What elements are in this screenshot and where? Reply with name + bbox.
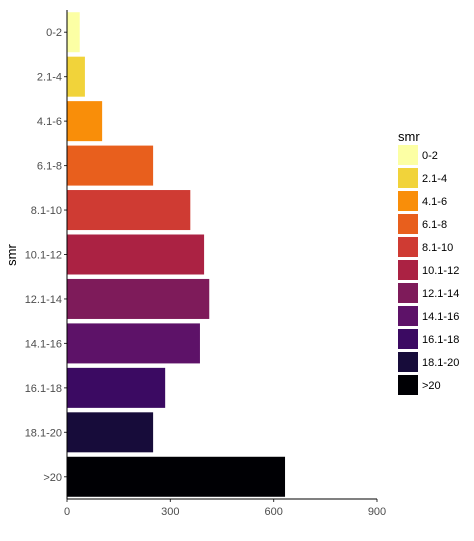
bar-2: [67, 56, 85, 97]
legend: 0-2 2.1-4 4.1-6 6.1-8 8.1-10 10.1-12 12.1-14 14…: [398, 145, 459, 395]
legend-label: 4.1-6: [422, 196, 447, 208]
y-tick-label: >20: [43, 472, 62, 484]
y-tick-label: 0-2: [46, 27, 62, 39]
y-tick-label: 18.1-20: [25, 427, 62, 439]
y-tick-label: 4.1-6: [37, 116, 62, 128]
bar-3: [67, 101, 103, 142]
y-tick-label: 8.1-10: [31, 205, 62, 217]
y-tick-label: 2.1-4: [37, 72, 62, 84]
x-tick-label: 900: [368, 506, 386, 518]
legend-swatch: [398, 168, 418, 188]
legend-swatch: [398, 237, 418, 257]
legend-swatch: [398, 145, 418, 165]
bar-1: [67, 12, 80, 53]
legend-label: 12.1-14: [422, 288, 459, 300]
x-axis-ticks: 0 300 600 900: [64, 499, 386, 518]
legend-title: smr: [398, 129, 420, 144]
bar-8: [67, 323, 200, 364]
legend-swatch: [398, 352, 418, 372]
legend-swatch: [398, 260, 418, 280]
x-tick-label: 600: [264, 506, 282, 518]
legend-label: 16.1-18: [422, 334, 459, 346]
bar-9: [67, 367, 166, 408]
legend-label: 6.1-8: [422, 219, 447, 231]
bar-10: [67, 412, 154, 453]
y-tick-label: 16.1-18: [25, 383, 62, 395]
y-tick-label: 12.1-14: [25, 294, 62, 306]
legend-label: 0-2: [422, 150, 438, 162]
legend-swatch: [398, 375, 418, 395]
legend-swatch: [398, 214, 418, 234]
y-tick-label: 14.1-16: [25, 338, 62, 350]
y-tick-label: 10.1-12: [25, 250, 62, 262]
bar-group: [67, 12, 286, 497]
legend-label: 18.1-20: [422, 357, 459, 369]
x-tick-label: 300: [161, 506, 179, 518]
legend-label: 2.1-4: [422, 173, 447, 185]
legend-swatch: [398, 306, 418, 326]
y-axis-title: smr: [4, 244, 19, 266]
legend-label: 14.1-16: [422, 311, 459, 323]
bar-7: [67, 278, 210, 319]
legend-swatch: [398, 191, 418, 211]
y-axis-ticks: 0-2 2.1-4 4.1-6 6.1-8 8.1-10 10.1-12 12.1-14 14…: [25, 27, 67, 484]
y-tick-label: 6.1-8: [37, 161, 62, 173]
x-tick-label: 0: [64, 506, 70, 518]
legend-label: 10.1-12: [422, 265, 459, 277]
bar-6: [67, 234, 205, 275]
legend-label: 8.1-10: [422, 242, 453, 254]
legend-swatch: [398, 283, 418, 303]
bar-4: [67, 145, 154, 186]
legend-label: >20: [422, 380, 441, 392]
bar-5: [67, 190, 191, 231]
bar-11: [67, 456, 286, 497]
legend-swatch: [398, 329, 418, 349]
